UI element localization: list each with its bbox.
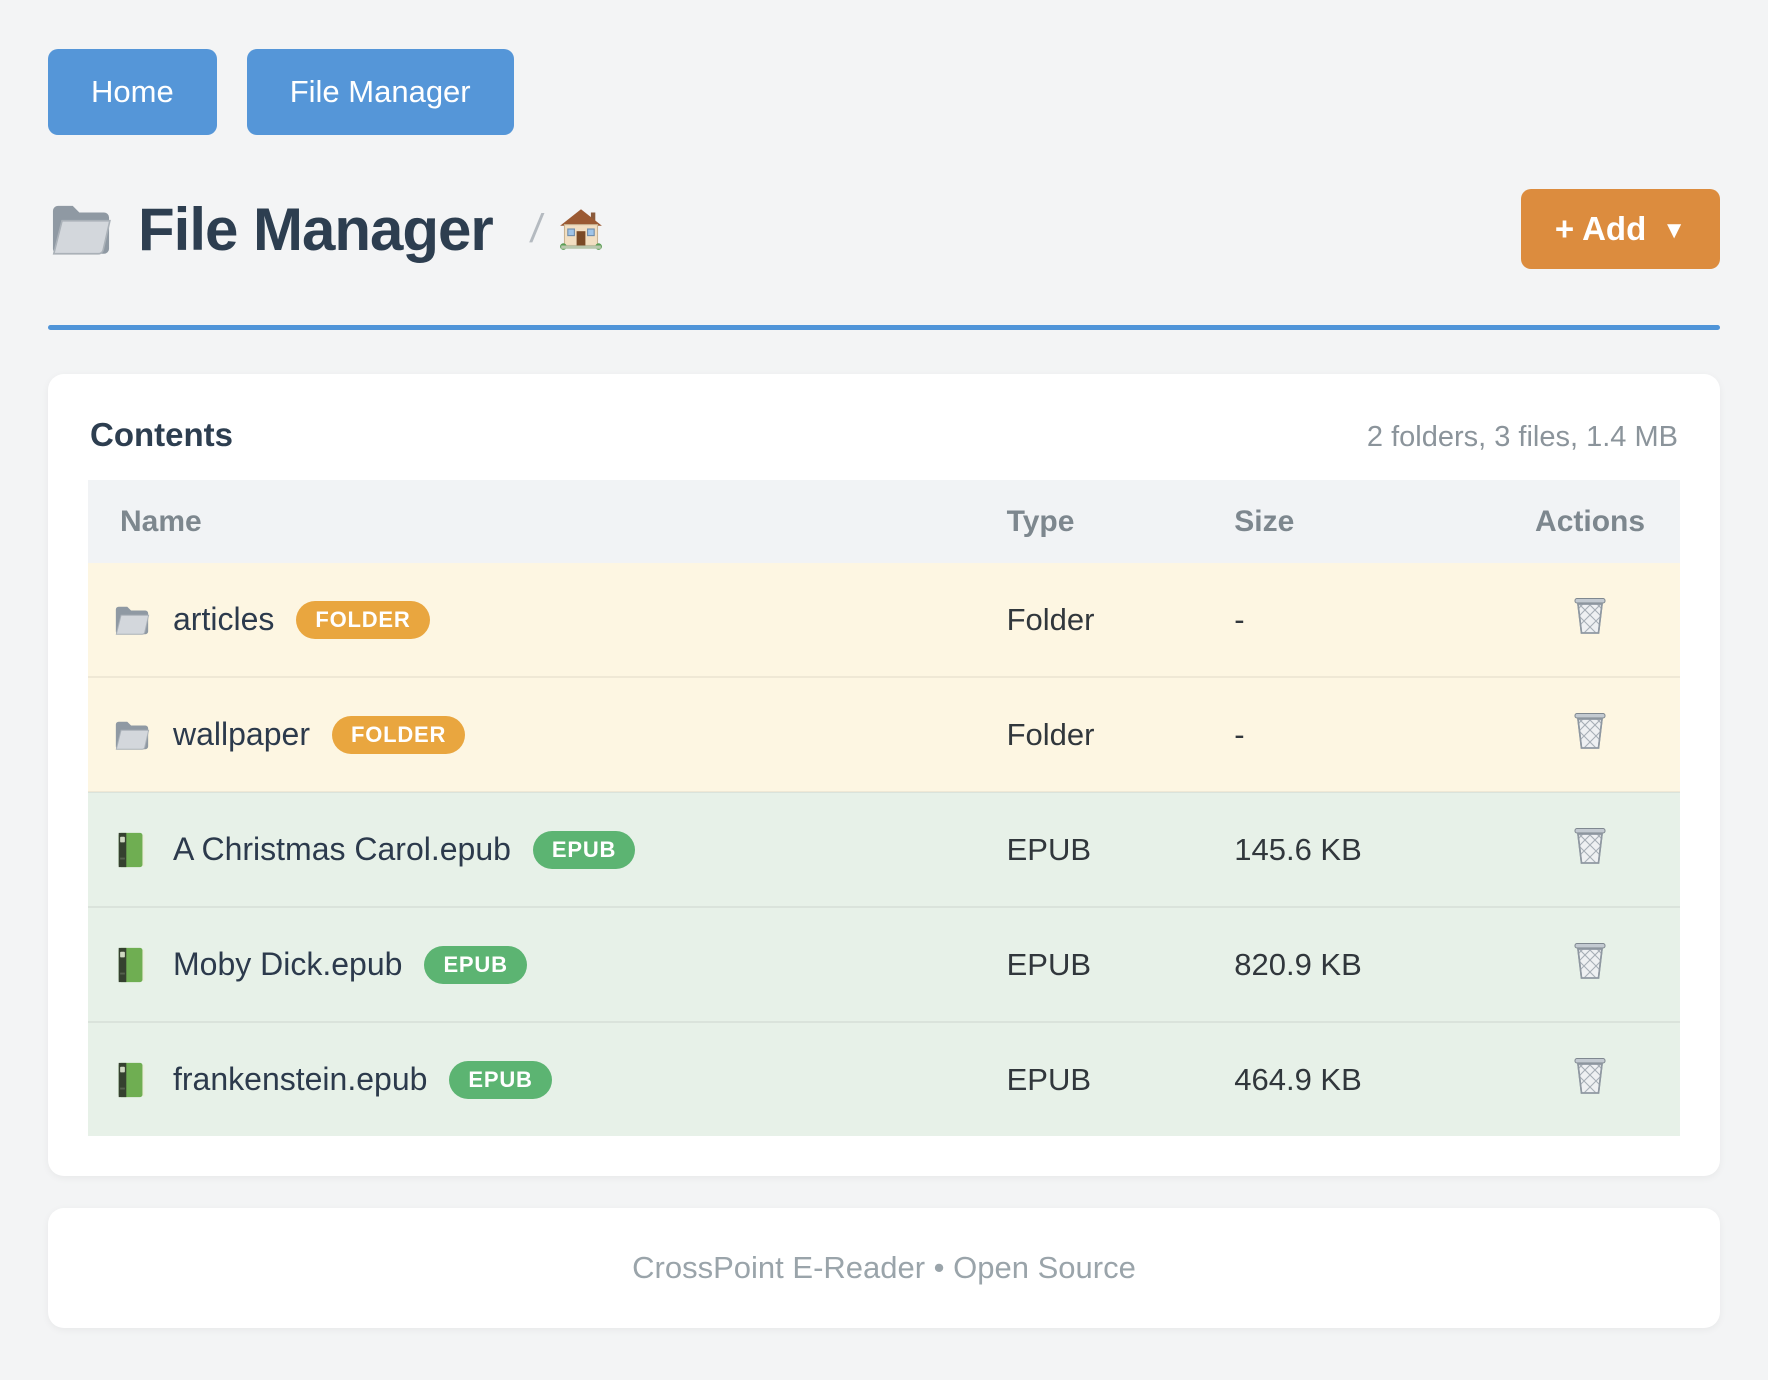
delete-button[interactable] — [1570, 941, 1610, 983]
green-book-icon — [113, 946, 151, 984]
cell-type: EPUB — [1006, 1021, 1235, 1136]
add-button-label: + Add — [1554, 210, 1647, 247]
name-cell-content: Moby Dick.epub EPUB — [88, 945, 1007, 984]
contents-title: Contents — [90, 416, 233, 453]
cell-type: EPUB — [1006, 791, 1235, 907]
cell-type: Folder — [1006, 563, 1235, 677]
cell-type: Folder — [1006, 676, 1235, 792]
green-book-icon — [113, 1061, 151, 1099]
contents-summary: 2 folders, 3 files, 1.4 MB — [1366, 421, 1678, 453]
column-header-size: Size — [1234, 480, 1501, 563]
cell-name: frankenstein.epub EPUB — [88, 1021, 1007, 1136]
cell-actions — [1500, 906, 1680, 1022]
file-name-link[interactable]: Moby Dick.epub — [173, 946, 403, 982]
column-header-actions: Actions — [1500, 480, 1680, 563]
green-book-icon — [113, 831, 151, 869]
type-badge: EPUB — [424, 945, 527, 984]
folder-icon — [113, 716, 151, 754]
trash-icon — [1572, 940, 1608, 983]
cell-size: 820.9 KB — [1234, 906, 1501, 1022]
type-badge: FOLDER — [331, 715, 466, 754]
contents-card: Contents 2 folders, 3 files, 1.4 MB Name… — [48, 374, 1720, 1176]
cell-actions — [1500, 791, 1680, 907]
trash-icon — [1572, 825, 1608, 868]
nav-button-file-manager[interactable]: File Manager — [246, 49, 514, 135]
table-row: wallpaper FOLDER Folder - — [88, 676, 1680, 792]
table-row: frankenstein.epub EPUB EPUB 464.9 KB — [88, 1021, 1680, 1136]
add-button[interactable]: + Add ▼ — [1520, 189, 1720, 269]
table-row: A Christmas Carol.epub EPUB EPUB 145.6 KB — [88, 791, 1680, 907]
cell-size: - — [1234, 676, 1501, 792]
house-icon[interactable] — [558, 207, 604, 251]
type-badge: FOLDER — [296, 600, 430, 639]
open-folder-icon — [48, 199, 114, 259]
trash-icon — [1572, 595, 1608, 638]
cell-actions — [1500, 1021, 1680, 1136]
cell-actions — [1500, 676, 1680, 792]
cell-name: wallpaper FOLDER — [88, 676, 1007, 792]
column-header-type: Type — [1006, 480, 1235, 563]
delete-button[interactable] — [1570, 1056, 1610, 1098]
folder-name-link[interactable]: wallpaper — [173, 716, 310, 752]
delete-button[interactable] — [1570, 826, 1610, 868]
delete-button[interactable] — [1570, 711, 1610, 753]
folder-name-link[interactable]: articles — [173, 601, 275, 637]
folder-icon — [113, 601, 151, 639]
page-title: File Manager — [138, 195, 494, 263]
page-header: File Manager / + Add ▼ — [48, 185, 1720, 273]
breadcrumb-separator: / — [527, 206, 546, 251]
page-container: Home File Manager File Manager / + Add ▼ — [48, 0, 1720, 1328]
cell-name: Moby Dick.epub EPUB — [88, 906, 1007, 1022]
file-table-body: articles FOLDER Folder - wallpaper FOLDER Fol… — [88, 563, 1680, 1136]
cell-name: A Christmas Carol.epub EPUB — [88, 791, 1007, 907]
file-table: Name Type Size Actions articles FOLDER Fol… — [88, 480, 1680, 1136]
name-cell-content: A Christmas Carol.epub EPUB — [88, 830, 1007, 869]
table-row: articles FOLDER Folder - — [88, 563, 1680, 677]
type-badge: EPUB — [532, 830, 636, 869]
contents-card-header: Contents 2 folders, 3 files, 1.4 MB — [88, 406, 1680, 480]
file-table-head: Name Type Size Actions — [88, 480, 1680, 563]
type-badge: EPUB — [449, 1060, 552, 1099]
header-divider — [48, 325, 1720, 330]
cell-size: 464.9 KB — [1234, 1021, 1501, 1136]
cell-type: EPUB — [1006, 906, 1235, 1022]
delete-button[interactable] — [1570, 596, 1610, 638]
trash-icon — [1572, 1055, 1608, 1098]
name-cell-content: articles FOLDER — [88, 600, 1007, 639]
file-name-link[interactable]: frankenstein.epub — [173, 1061, 428, 1097]
name-cell-content: wallpaper FOLDER — [88, 715, 1007, 754]
file-name-link[interactable]: A Christmas Carol.epub — [173, 831, 511, 867]
cell-name: articles FOLDER — [88, 563, 1007, 677]
top-nav: Home File Manager — [48, 0, 1720, 135]
name-cell-content: frankenstein.epub EPUB — [88, 1060, 1007, 1099]
cell-size: - — [1234, 563, 1501, 677]
trash-icon — [1572, 710, 1608, 753]
cell-size: 145.6 KB — [1234, 791, 1501, 907]
nav-button-home[interactable]: Home — [48, 49, 217, 135]
table-header-row: Name Type Size Actions — [88, 480, 1680, 563]
footer-text: CrossPoint E-Reader • Open Source — [632, 1250, 1136, 1285]
chevron-down-icon: ▼ — [1662, 217, 1686, 244]
footer-card: CrossPoint E-Reader • Open Source — [48, 1208, 1720, 1328]
cell-actions — [1500, 563, 1680, 677]
column-header-name: Name — [88, 480, 1007, 563]
table-row: Moby Dick.epub EPUB EPUB 820.9 KB — [88, 906, 1680, 1022]
